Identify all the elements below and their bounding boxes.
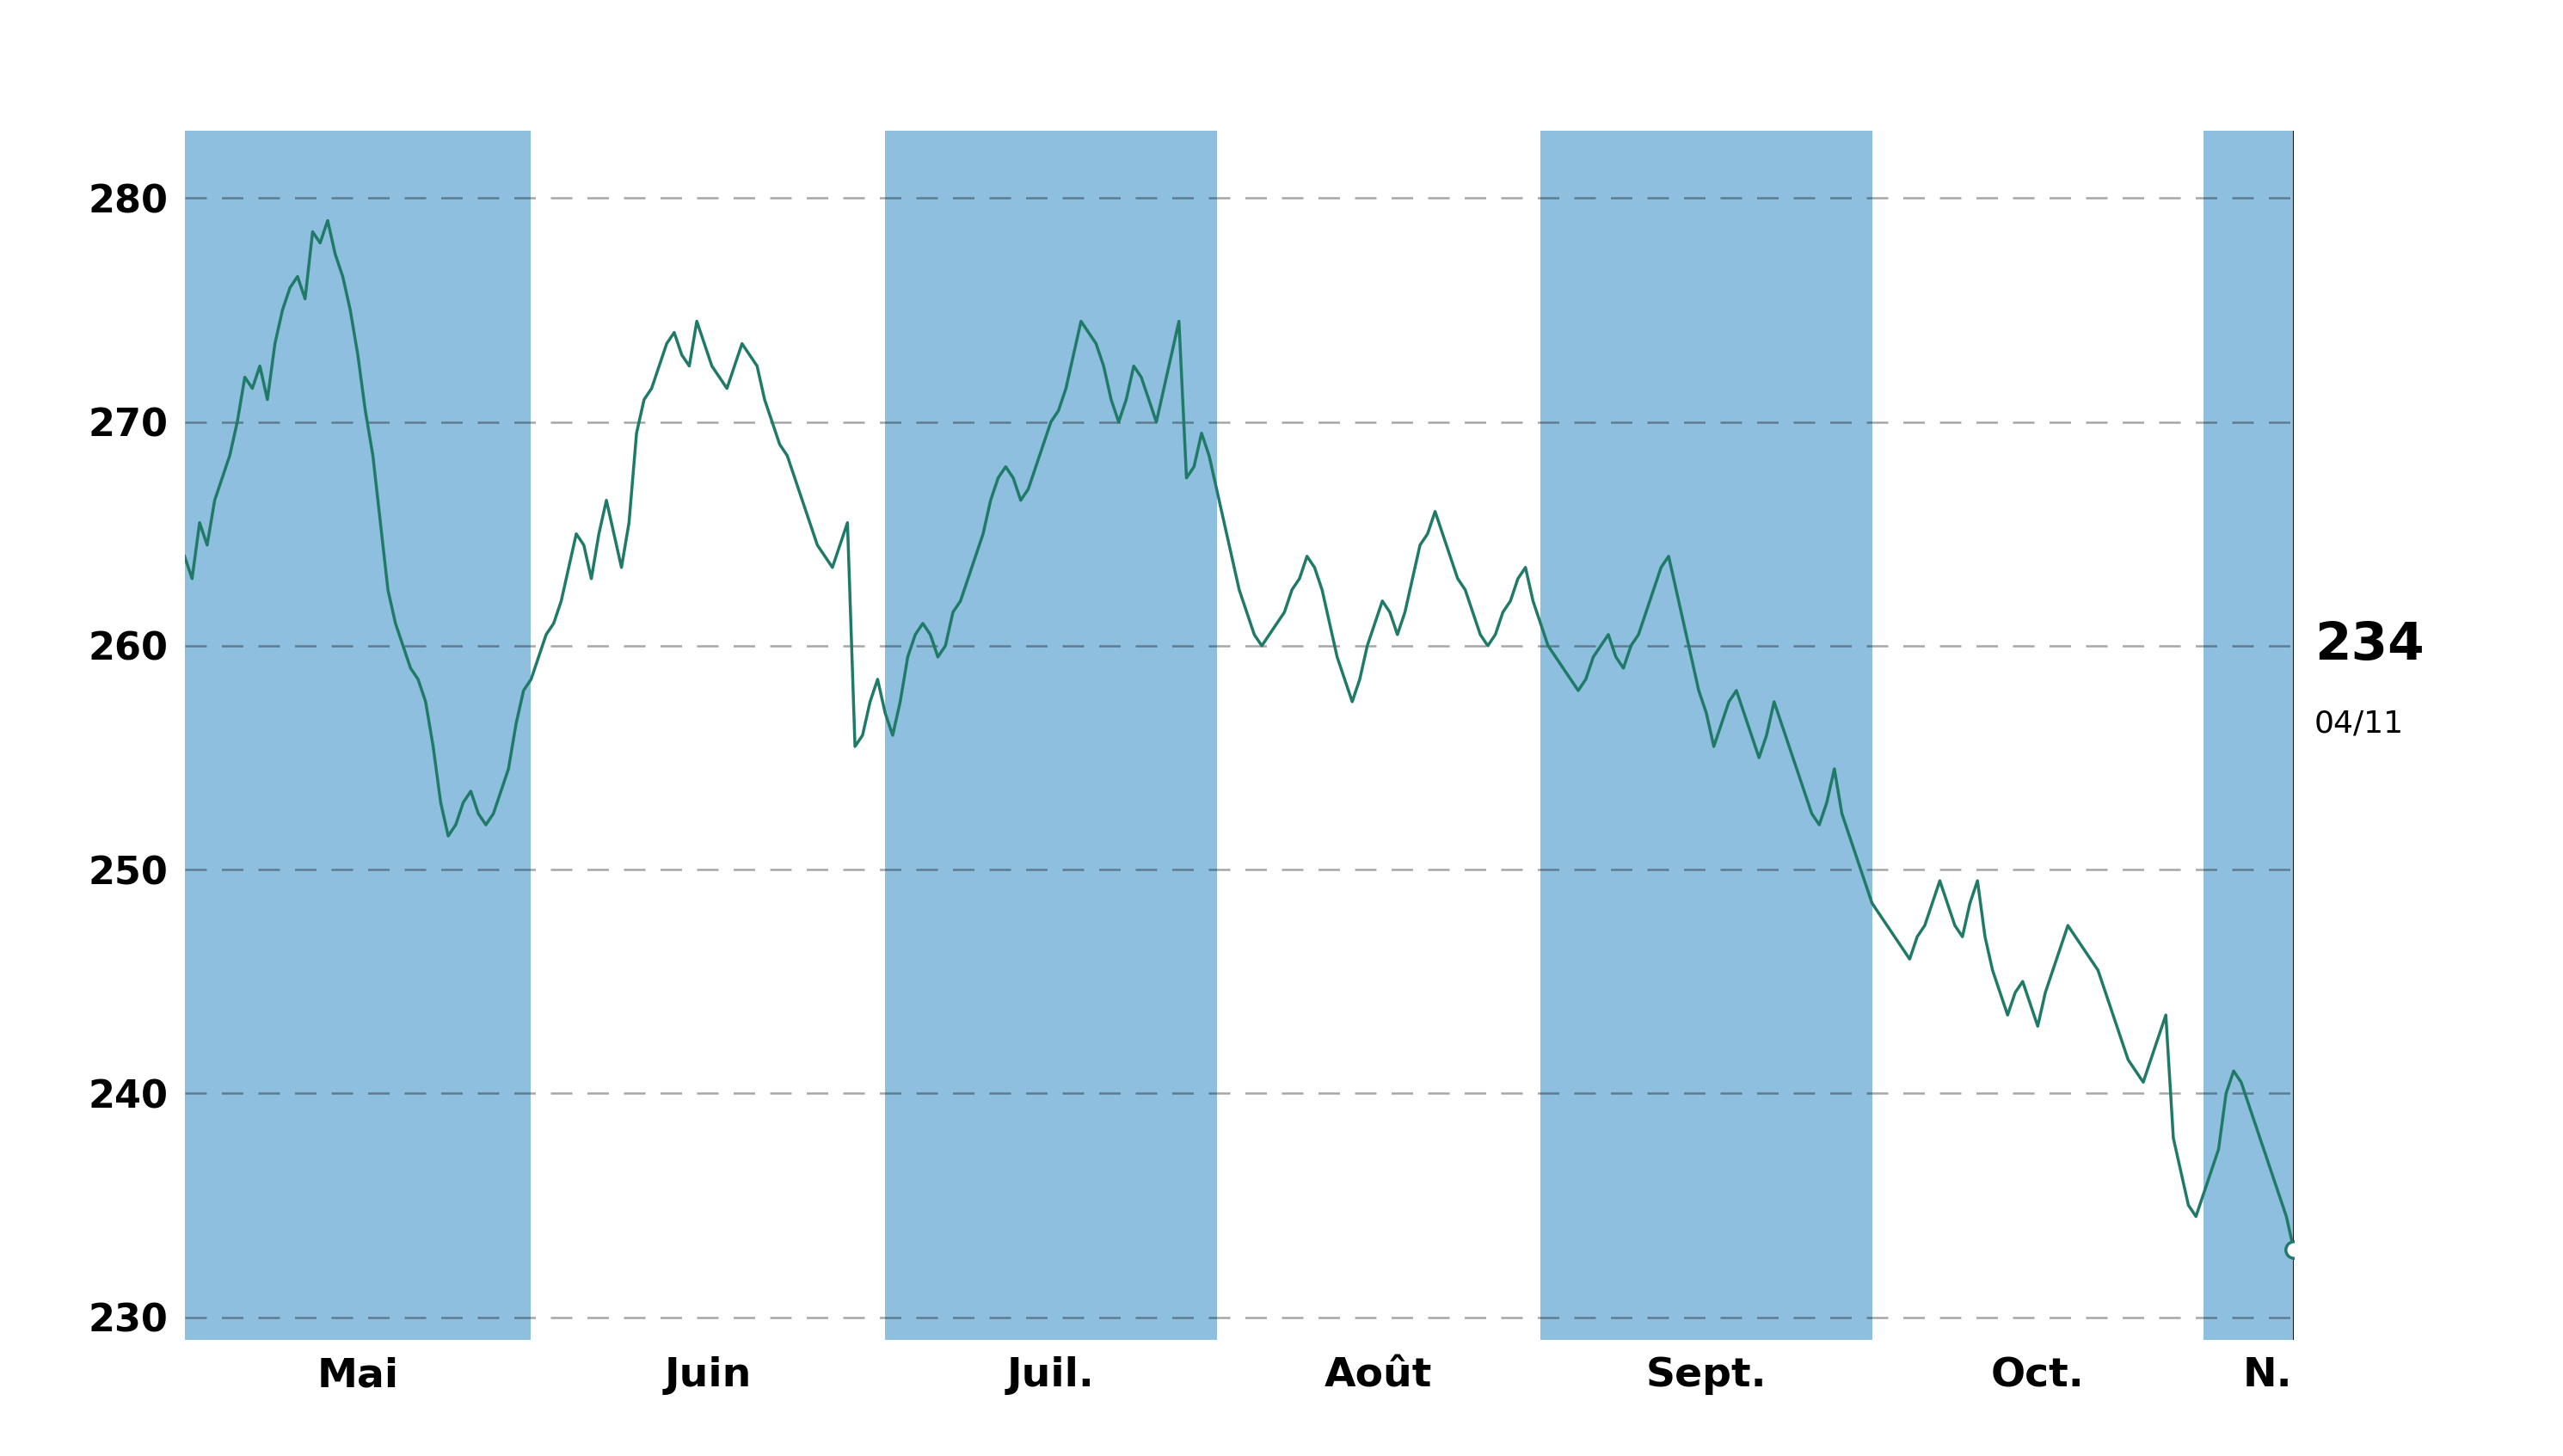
- Bar: [1540, 131, 1871, 1340]
- Bar: [2204, 131, 2332, 1340]
- Text: 04/11: 04/11: [2314, 709, 2404, 738]
- Text: CIE BOIS SAUVAGE: CIE BOIS SAUVAGE: [833, 20, 1730, 103]
- Bar: [884, 131, 1217, 1340]
- Bar: [185, 131, 531, 1340]
- Text: 234: 234: [2314, 620, 2425, 671]
